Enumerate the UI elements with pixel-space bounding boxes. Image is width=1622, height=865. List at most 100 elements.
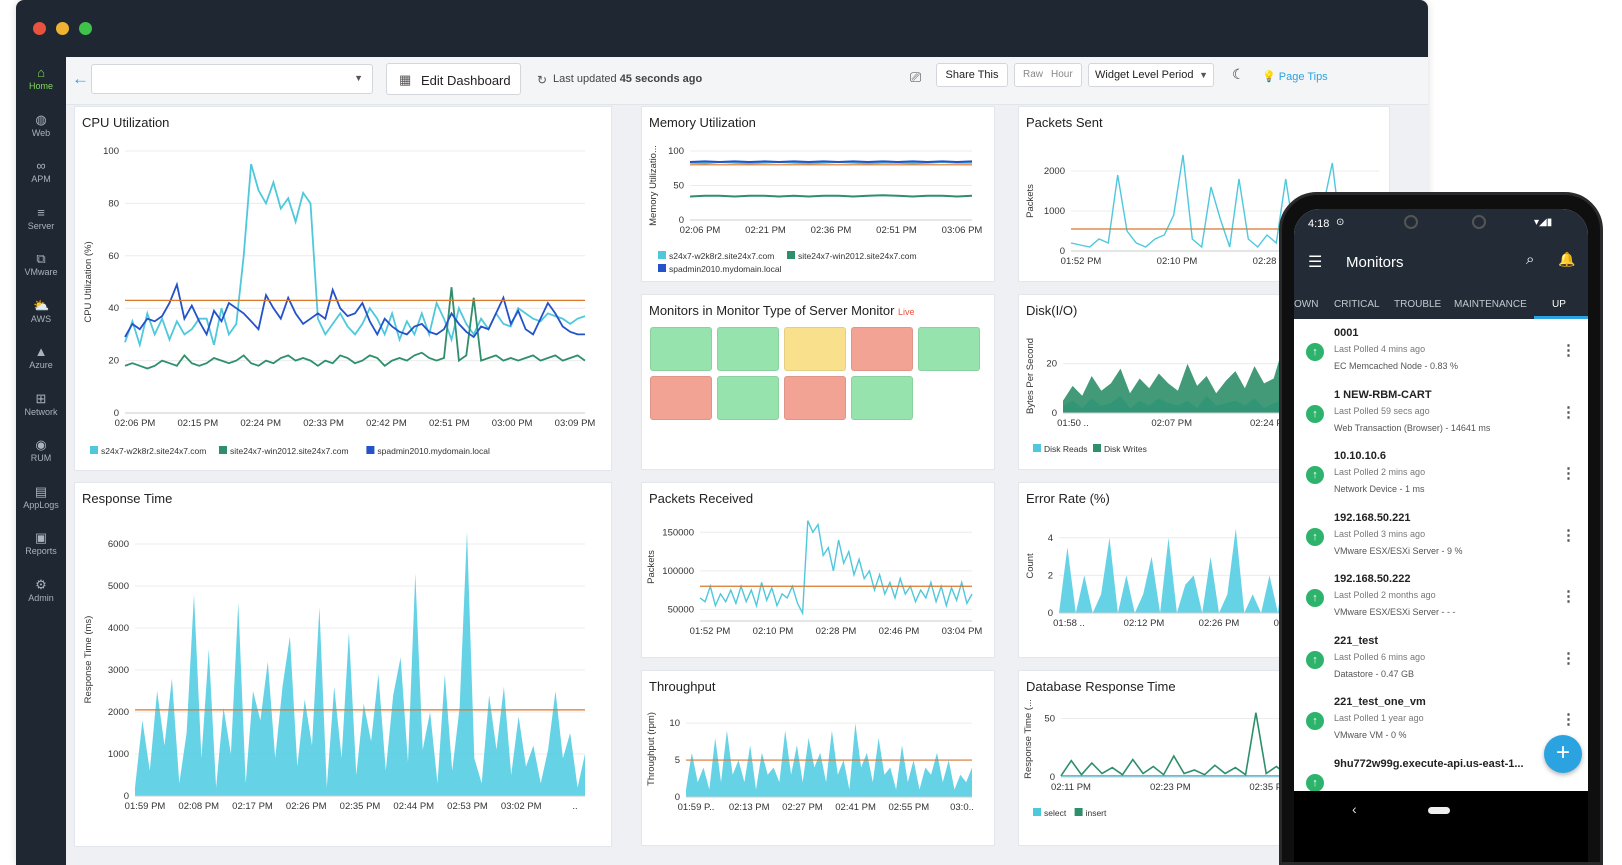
- refresh-icon[interactable]: ↻: [537, 73, 548, 87]
- sidebar-item-label: Reports: [25, 546, 57, 556]
- legend-label[interactable]: Disk Writes: [1104, 444, 1147, 454]
- monitor-heatmap-cell[interactable]: [918, 327, 980, 371]
- more-vert-icon[interactable]: ⋮: [1561, 588, 1576, 605]
- legend-label[interactable]: spadmin2010.mydomain.local: [377, 446, 490, 456]
- legend-label[interactable]: insert: [1086, 808, 1107, 818]
- legend-label[interactable]: s24x7-w2k8r2.site24x7.com: [669, 251, 774, 261]
- monitor-heatmap-cell[interactable]: [717, 376, 779, 420]
- sidebar-item-applogs[interactable]: ▤ AppLogs: [16, 484, 66, 510]
- x-tick-label: 02:46 PM: [879, 626, 920, 637]
- x-tick-label: 02:08 PM: [178, 801, 219, 812]
- legend-label[interactable]: site24x7-win2012.site24x7.com: [798, 251, 917, 261]
- y-tick-label: 20: [108, 356, 119, 367]
- throughput-chart: 0 5 10 01:59 P.. 02:13 PM 02:27 PM 02:41 PM 02:…: [646, 712, 974, 813]
- hamburger-menu-icon[interactable]: ☰: [1308, 254, 1323, 271]
- period-select[interactable]: Widget Level Period ▼: [1088, 63, 1214, 87]
- list-item[interactable]: ↑ 192.168.50.221 Last Polled 3 mins ago VMw…: [1294, 503, 1588, 567]
- binoculars-icon: ∞: [36, 158, 46, 173]
- monitor-heatmap-cell[interactable]: [717, 327, 779, 371]
- maximize-window-dot[interactable]: [79, 22, 92, 35]
- more-vert-icon[interactable]: ⋮: [1561, 649, 1576, 667]
- sidebar-item-rum[interactable]: ◉ RUM: [16, 437, 66, 463]
- home-nav-pill[interactable]: [1428, 807, 1450, 814]
- monitor-heatmap-cell[interactable]: [851, 327, 913, 371]
- last-polled-value: 2 mins ago: [1381, 467, 1426, 477]
- sidebar-item-home[interactable]: ⌂ Home: [16, 65, 66, 91]
- y-axis-label: Throughput (rpm): [646, 712, 657, 786]
- sidebar-item-server[interactable]: ≡ Server: [16, 205, 66, 231]
- list-item[interactable]: ↑ 0001 Last Polled 4 mins ago EC Memcached …: [1294, 319, 1588, 382]
- x-tick-label: 03:04 PM: [942, 626, 983, 637]
- tab-maintenance[interactable]: MAINTENANCE: [1454, 299, 1527, 310]
- tab-critical[interactable]: CRITICAL: [1334, 299, 1380, 310]
- more-vert-icon[interactable]: ⋮: [1561, 526, 1576, 544]
- grid-icon: ▦: [399, 72, 412, 87]
- edit-dashboard-button[interactable]: ▦ Edit Dashboard: [386, 63, 521, 95]
- more-vert-icon[interactable]: ⋮: [1561, 403, 1576, 421]
- raw-hour-toggle[interactable]: Raw Hour: [1014, 63, 1082, 87]
- azure-icon: ▲: [34, 344, 48, 359]
- legend-label[interactable]: Disk Reads: [1044, 444, 1087, 454]
- sidebar-item-aws[interactable]: ⛅ AWS: [16, 298, 66, 324]
- hour-option[interactable]: Hour: [1051, 69, 1073, 80]
- dashboard-select[interactable]: ▼: [91, 64, 373, 94]
- bell-icon[interactable]: 🔔: [1558, 251, 1576, 267]
- close-window-dot[interactable]: [33, 22, 46, 35]
- monitor-heatmap-cell[interactable]: [851, 376, 913, 420]
- last-polled: Last Polled 4 mins ago: [1334, 344, 1425, 354]
- y-axis-label: Response Time (...: [1023, 699, 1034, 779]
- legend-label[interactable]: site24x7-win2012.site24x7.com: [230, 446, 349, 456]
- dark-mode-icon[interactable]: ☾: [1232, 66, 1245, 82]
- raw-option[interactable]: Raw: [1023, 69, 1044, 80]
- x-tick-label: 02:33 PM: [303, 418, 344, 429]
- y-tick-label: 3000: [108, 665, 129, 676]
- tab-up[interactable]: UP: [1552, 299, 1566, 310]
- legend-swatch: [658, 251, 666, 259]
- more-vert-icon[interactable]: ⋮: [1561, 711, 1576, 728]
- monitor-heatmap-cell[interactable]: [784, 376, 846, 420]
- list-item[interactable]: ↑ 1 NEW-RBM-CART Last Polled 59 secs ago We…: [1294, 380, 1588, 444]
- tab-trouble[interactable]: TROUBLE: [1394, 299, 1442, 310]
- list-item[interactable]: ↑ 221_test_one_vm Last Polled 1 year ago VM…: [1294, 688, 1588, 751]
- response-time-widget: Response Time 0 1000 2000 3000 4000 5000 6000 01…: [74, 482, 612, 847]
- sidebar-item-azure[interactable]: ▲ Azure: [16, 344, 66, 370]
- legend-label[interactable]: s24x7-w2k8r2.site24x7.com: [101, 446, 206, 456]
- last-polled-value: 4 mins ago: [1381, 344, 1426, 354]
- list-item[interactable]: ↑ 221_test Last Polled 6 mins ago Datastore…: [1294, 626, 1588, 690]
- legend-label[interactable]: spadmin2010.mydomain.local: [669, 264, 782, 274]
- legend-label[interactable]: select: [1044, 808, 1067, 818]
- search-icon[interactable]: ⌕: [1526, 251, 1535, 268]
- sidebar-item-web[interactable]: ◍ Web: [16, 112, 66, 138]
- series-line: [124, 163, 586, 349]
- sidebar-item-vmware[interactable]: ⧉ VMware: [16, 251, 66, 277]
- x-tick-label: 02:51 PM: [876, 225, 917, 236]
- aws-icon: ⛅: [33, 297, 50, 313]
- y-tick-label: 100: [668, 146, 684, 157]
- share-this-button[interactable]: Share This: [936, 63, 1008, 87]
- list-item[interactable]: ↑ 10.10.10.6 Last Polled 2 mins ago Network…: [1294, 442, 1588, 505]
- monitor-heatmap-cell[interactable]: [650, 376, 712, 420]
- monitor-heatmap-cell[interactable]: [650, 327, 712, 371]
- minimize-window-dot[interactable]: [56, 22, 69, 35]
- x-tick-label: 02:44 PM: [393, 801, 434, 812]
- list-item[interactable]: ↑ 192.168.50.222 Last Polled 2 months ago V…: [1294, 565, 1588, 628]
- add-monitor-button[interactable]: +: [1544, 735, 1582, 773]
- back-arrow-icon[interactable]: ←: [72, 69, 89, 88]
- monitor-type-widget: Monitors in Monitor Type of Server Monit…: [641, 294, 995, 470]
- back-nav-icon[interactable]: ‹: [1352, 801, 1357, 817]
- screen-cast-icon[interactable]: ⎚: [910, 69, 922, 85]
- sidebar-item-admin[interactable]: ⚙ Admin: [16, 577, 66, 603]
- page-tips-link[interactable]: 💡 Page Tips: [1262, 71, 1328, 83]
- last-polled-label: Last Polled: [1334, 651, 1379, 662]
- sidebar-item-apm[interactable]: ∞ APM: [16, 158, 66, 184]
- more-vert-icon[interactable]: ⋮: [1561, 465, 1576, 482]
- tab-down[interactable]: OWN: [1294, 299, 1319, 310]
- last-polled: Last Polled 6 mins ago: [1334, 652, 1425, 662]
- sidebar-item-reports[interactable]: ▣ Reports: [16, 530, 66, 556]
- sidebar: ⌂ Home ◍ Web ∞ APM ≡ Server ⧉ VMware ⛅ AWS ▲ Azure ⊞ Ne…: [16, 57, 66, 865]
- monitor-heatmap-cell[interactable]: [784, 327, 846, 371]
- x-tick-label: 02:21 PM: [745, 225, 786, 236]
- y-tick-label: 50000: [668, 604, 694, 615]
- more-vert-icon[interactable]: ⋮: [1561, 342, 1576, 359]
- sidebar-item-network[interactable]: ⊞ Network: [16, 391, 66, 417]
